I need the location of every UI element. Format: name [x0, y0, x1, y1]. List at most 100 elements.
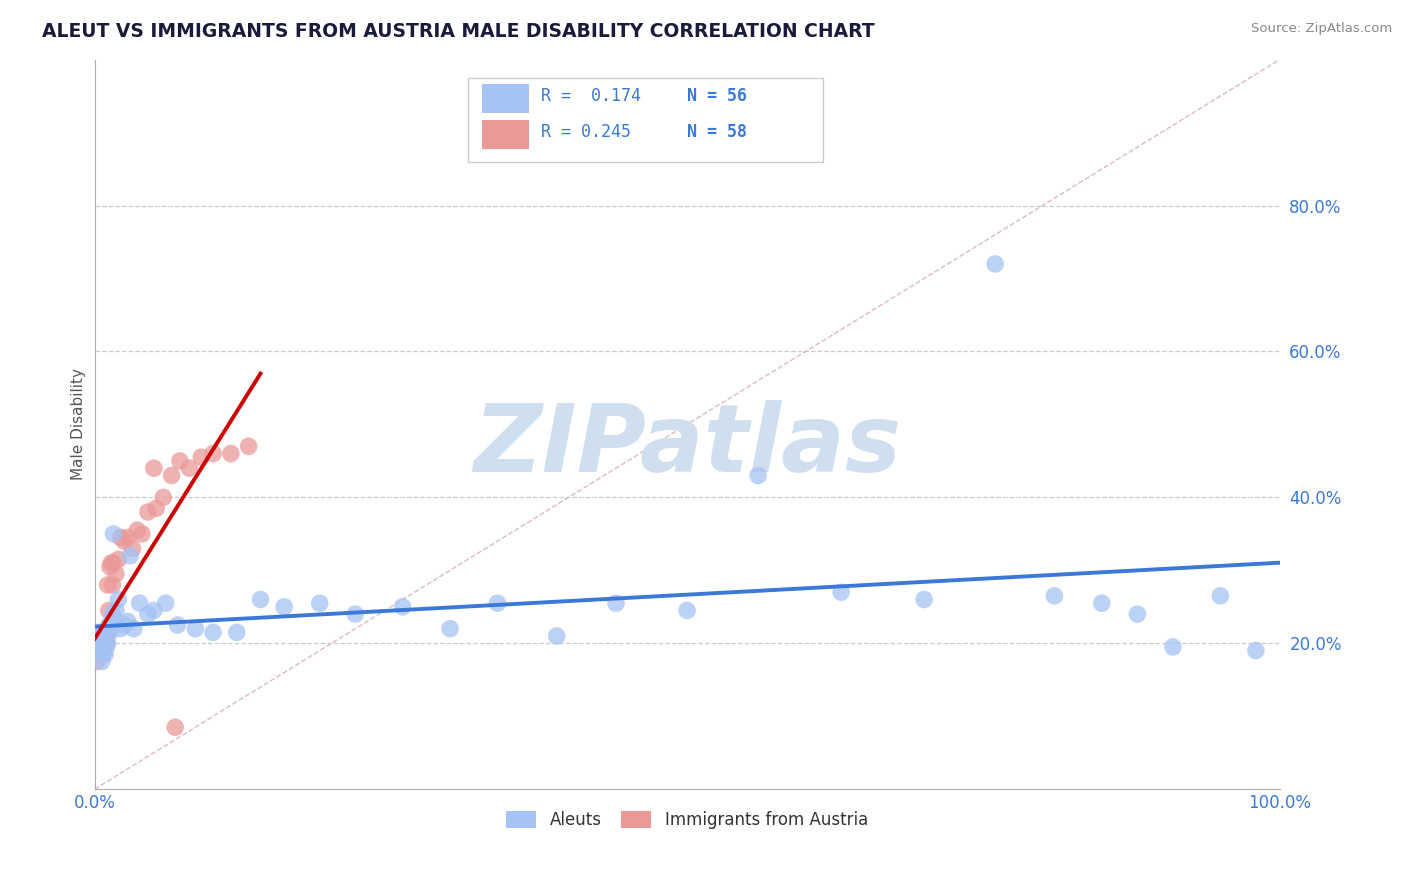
Point	[225, 625, 247, 640]
Point	[96, 640, 118, 654]
Point	[89, 640, 111, 654]
Point	[142, 603, 165, 617]
Point	[93, 640, 115, 654]
Point	[97, 625, 120, 640]
Point	[86, 640, 108, 654]
Point	[87, 640, 110, 654]
Point	[91, 636, 114, 650]
Point	[136, 505, 159, 519]
Point	[830, 585, 852, 599]
Point	[103, 526, 125, 541]
Point	[91, 647, 114, 661]
Point	[546, 629, 568, 643]
Point	[90, 655, 112, 669]
Point	[984, 257, 1007, 271]
Point	[101, 578, 124, 592]
Point	[93, 636, 115, 650]
Point	[87, 640, 110, 654]
Point	[152, 491, 174, 505]
Point	[89, 636, 111, 650]
Point	[202, 447, 225, 461]
Point	[100, 556, 122, 570]
Point	[344, 607, 367, 621]
Point	[249, 592, 271, 607]
Point	[110, 622, 132, 636]
Point	[96, 625, 118, 640]
Point	[308, 596, 330, 610]
Point	[86, 629, 108, 643]
FancyBboxPatch shape	[482, 84, 530, 113]
Point	[107, 552, 129, 566]
Point	[89, 629, 111, 643]
Point	[184, 622, 207, 636]
Point	[160, 468, 183, 483]
Point	[169, 454, 191, 468]
Point	[98, 559, 121, 574]
Point	[1126, 607, 1149, 621]
Point	[89, 643, 111, 657]
Point	[90, 640, 112, 654]
Point	[86, 640, 108, 654]
Point	[219, 447, 242, 461]
Point	[110, 531, 132, 545]
Point	[912, 592, 935, 607]
Point	[84, 640, 107, 654]
Point	[97, 618, 120, 632]
Text: ZIPatlas: ZIPatlas	[472, 401, 901, 492]
Point	[112, 534, 135, 549]
Point	[94, 647, 117, 661]
Point	[676, 603, 699, 617]
Point	[142, 461, 165, 475]
Point	[145, 501, 167, 516]
Point	[136, 607, 159, 621]
Point	[84, 636, 107, 650]
Point	[439, 622, 461, 636]
Point	[190, 450, 212, 465]
Point	[97, 578, 120, 592]
Point	[86, 636, 108, 650]
Point	[117, 615, 139, 629]
Point	[90, 632, 112, 647]
Point	[89, 636, 111, 650]
Legend: Aleuts, Immigrants from Austria: Aleuts, Immigrants from Austria	[499, 804, 875, 836]
Point	[605, 596, 627, 610]
Point	[131, 526, 153, 541]
Point	[84, 640, 107, 654]
Point	[94, 636, 117, 650]
Point	[155, 596, 177, 610]
Point	[104, 566, 127, 581]
Point	[91, 632, 114, 647]
Text: N = 58: N = 58	[688, 123, 747, 141]
Point	[117, 531, 139, 545]
Point	[101, 607, 124, 621]
Point	[112, 618, 135, 632]
Point	[165, 720, 187, 734]
Point	[97, 603, 120, 617]
Point	[91, 636, 114, 650]
Point	[89, 643, 111, 657]
Point	[93, 640, 115, 654]
Point	[747, 468, 769, 483]
Point	[391, 599, 413, 614]
Point	[87, 625, 110, 640]
Point	[91, 636, 114, 650]
Point	[96, 632, 118, 647]
FancyBboxPatch shape	[468, 78, 824, 161]
Point	[89, 640, 111, 654]
Point	[179, 461, 201, 475]
Point	[87, 636, 110, 650]
Point	[127, 523, 149, 537]
Point	[103, 556, 125, 570]
Point	[486, 596, 509, 610]
Point	[128, 596, 150, 610]
Point	[238, 439, 260, 453]
Point	[273, 599, 295, 614]
Point	[1244, 643, 1267, 657]
Point	[166, 618, 188, 632]
Point	[96, 632, 118, 647]
Point	[90, 640, 112, 654]
Point	[97, 636, 120, 650]
Point	[93, 640, 115, 654]
Text: R = 0.245: R = 0.245	[541, 123, 631, 141]
Point	[120, 549, 142, 563]
